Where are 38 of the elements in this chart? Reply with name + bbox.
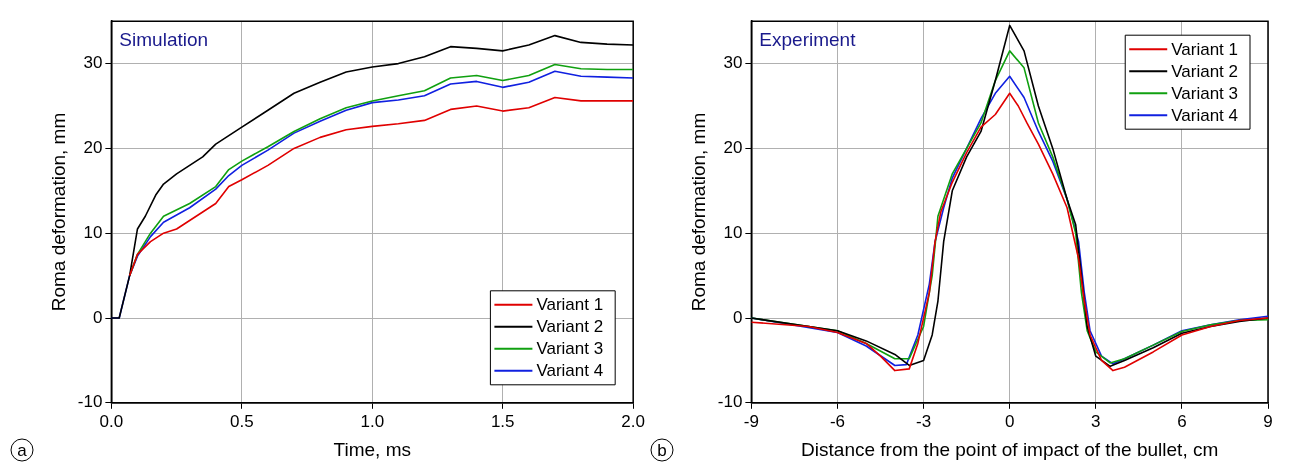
x-tick-label: -6 [829,411,846,431]
legend-label: Variant 4 [536,361,604,381]
x-axis-title: Time, ms [333,438,411,460]
y-tick-label: 0 [732,307,743,327]
x-tick-label: 1.0 [360,411,385,431]
y-tick-label: 10 [723,222,743,242]
x-tick-label: -3 [916,411,932,431]
y-tick-label: -10 [717,392,743,412]
legend-label: Variant 2 [536,317,604,337]
x-axis-title: Distance from the point of impact of the bullet, cm [801,438,1219,460]
y-axis-title: Roma deformation, mm [687,112,709,312]
y-tick-label: 20 [83,138,103,158]
chart-title: Experiment [759,28,857,50]
legend-label: Variant 4 [1171,105,1238,125]
x-tick-label: -9 [743,411,759,431]
legend-label: Variant 1 [536,295,604,315]
text: b [657,440,667,460]
x-tick-label: 6 [1177,411,1187,431]
x-tick-label: 9 [1263,411,1273,431]
y-axis-title: Roma deformation, mm [47,112,69,312]
x-tick-label: 1.5 [490,411,515,431]
x-tick-label: 3 [1091,411,1101,431]
legend-label: Variant 1 [1171,39,1238,59]
legend-label: Variant 3 [536,339,604,359]
x-tick-label: 0 [1004,411,1015,431]
y-tick-label: 20 [723,138,743,158]
legend-label: Variant 2 [1171,61,1238,81]
y-tick-label: 30 [83,53,103,73]
y-tick-label: 30 [723,53,743,73]
y-tick-label: 10 [83,222,103,242]
legend-label: Variant 3 [1171,83,1238,103]
y-tick-label: -10 [77,392,103,412]
x-tick-label: 0.0 [99,411,124,431]
text: a [17,440,28,460]
y-tick-label: 0 [92,307,103,327]
chart-title: Simulation [119,28,209,50]
x-tick-label: 0.5 [230,411,254,431]
x-tick-label: 2.0 [621,411,645,431]
